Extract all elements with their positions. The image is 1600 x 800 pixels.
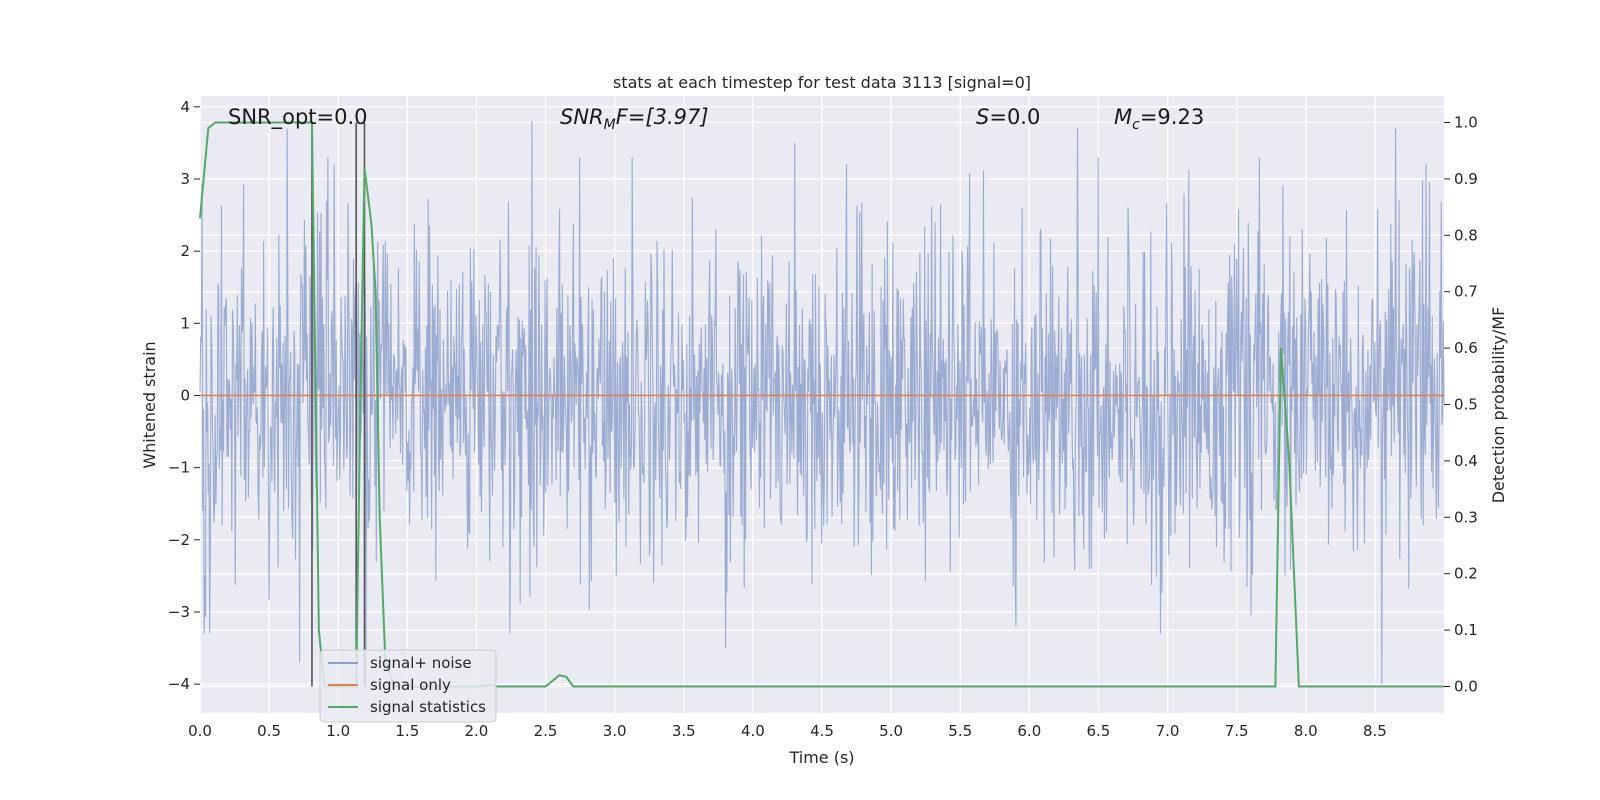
left-y-tick-label: −3: [168, 603, 190, 621]
grid: [199, 96, 1444, 713]
annotation-snr-mf-label: SNR: [560, 105, 604, 129]
annotation-s-value: =0.0: [989, 105, 1040, 129]
left-y-tick-label: −1: [168, 459, 190, 477]
x-tick-label: 7.0: [1156, 722, 1180, 740]
x-tick-label: 6.0: [1017, 722, 1041, 740]
x-tick-label: 1.5: [395, 722, 419, 740]
right-y-axis-ticks: 1.0 0.9 0.8 0.7 0.6 0.5 0.4 0.3 0.2 0.1 0.0: [1444, 114, 1478, 695]
x-axis-ticks: 0.0 0.5 1.0 1.5 2.0 2.5 3.0 3.5 4.0 4.5 5.0 5.5 6.0 6…: [188, 722, 1387, 740]
left-y-tick-label: −4: [168, 675, 190, 693]
x-tick-label: 4.5: [810, 722, 834, 740]
right-y-axis-label: Detection probability/MF: [1489, 307, 1508, 504]
annotation-s-label: S: [976, 105, 989, 129]
right-y-tick-label: 0.1: [1454, 621, 1478, 639]
left-y-axis-ticks: 4 3 2 1 0 −1 −2 −3 −4: [168, 98, 200, 693]
right-y-tick-label: 0.4: [1454, 452, 1478, 470]
left-y-tick-label: 1: [180, 314, 190, 332]
legend: signal+ noise signal only signal statist…: [319, 649, 497, 723]
x-tick-label: 8.5: [1363, 722, 1387, 740]
series-signal-plus-noise: [199, 121, 1445, 685]
annotation-snr-mf: SNRMF=[3.97]: [560, 105, 709, 133]
legend-label-signal-plus-noise: signal+ noise: [370, 654, 472, 672]
x-tick-label: 7.5: [1225, 722, 1249, 740]
legend-label-signal-statistics: signal statistics: [370, 698, 486, 716]
x-tick-label: 4.0: [741, 722, 765, 740]
left-y-tick-label: 4: [180, 98, 190, 116]
legend-label-signal-only: signal only: [370, 676, 451, 694]
annotation-mc-sub: c: [1132, 117, 1140, 133]
right-y-tick-label: 0.5: [1454, 396, 1478, 414]
x-tick-label: 0.5: [257, 722, 281, 740]
legend-box: [319, 649, 497, 723]
x-axis-label: Time (s): [788, 748, 854, 767]
right-y-tick-label: 0.7: [1454, 283, 1478, 301]
annotation-s: S=0.0: [976, 105, 1040, 129]
right-y-tick-label: 0.3: [1454, 508, 1478, 526]
x-tick-label: 5.5: [948, 722, 972, 740]
annotation-mc-label: M: [1114, 105, 1132, 129]
right-y-tick-label: 0.2: [1454, 565, 1478, 583]
left-y-axis-label: Whitened strain: [140, 341, 159, 468]
x-tick-label: 3.0: [603, 722, 627, 740]
x-tick-label: 0.0: [188, 722, 212, 740]
right-y-tick-label: 1.0: [1454, 114, 1478, 132]
x-tick-label: 2.0: [465, 722, 489, 740]
left-y-tick-label: 0: [180, 386, 190, 404]
annotation-mc: Mc=9.23: [1114, 105, 1204, 133]
x-tick-label: 1.0: [326, 722, 350, 740]
left-y-tick-label: 2: [180, 242, 190, 260]
noise-trace: [199, 121, 1445, 685]
right-y-tick-label: 0.0: [1454, 677, 1478, 695]
x-tick-label: 2.5: [534, 722, 558, 740]
annotation-mc-value: =9.23: [1140, 105, 1204, 129]
annotation-snr-mf-sub: M: [604, 117, 616, 133]
right-y-tick-label: 0.9: [1454, 170, 1478, 188]
chart-title: stats at each timestep for test data 311…: [613, 73, 1031, 92]
annotation-snr-opt: SNR_opt=0.0: [228, 105, 368, 130]
x-tick-label: 6.5: [1087, 722, 1111, 740]
left-y-tick-label: −2: [168, 531, 190, 549]
x-tick-label: 5.0: [879, 722, 903, 740]
x-tick-label: 8.0: [1294, 722, 1318, 740]
annotation-snr-mf-value: F=[3.97]: [616, 105, 709, 129]
right-y-tick-label: 0.8: [1454, 226, 1478, 244]
left-y-tick-label: 3: [180, 170, 190, 188]
x-tick-label: 3.5: [672, 722, 696, 740]
right-y-tick-label: 0.6: [1454, 339, 1478, 357]
